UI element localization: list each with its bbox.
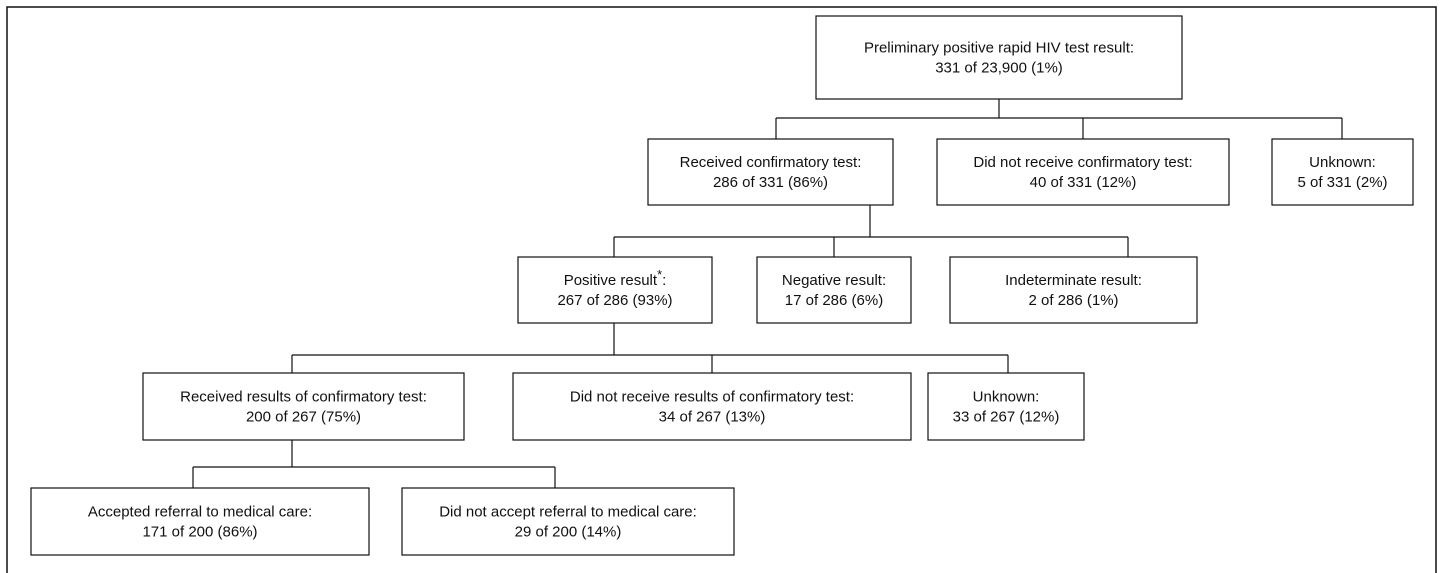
node-box	[30, 487, 370, 556]
title-text: Positive result	[564, 272, 658, 289]
node-title: Preliminary positive rapid HIV test resu…	[864, 40, 1134, 57]
node-title: Indeterminate result:	[1005, 272, 1142, 289]
node-detail: 200 of 267 (75%)	[246, 409, 361, 426]
node-detail: 40 of 331 (12%)	[1030, 174, 1137, 191]
node-box	[1271, 138, 1414, 206]
node: Did not receive results of confirmatory …	[512, 372, 912, 441]
node: Received results of confirmatory test: 20…	[142, 372, 465, 441]
node-box	[949, 256, 1198, 324]
title-text: Received results of confirmatory test:	[180, 389, 427, 406]
node-title: Unknown:	[1309, 154, 1376, 171]
node: Positive result*: 267 of 286 (93%)	[517, 256, 713, 324]
node: Indeterminate result: 2 of 286 (1%)	[949, 256, 1198, 324]
node-box	[647, 138, 894, 206]
node-box	[756, 256, 912, 324]
connector	[192, 440, 556, 488]
node-title: Received confirmatory test:	[680, 154, 862, 171]
node-detail: 286 of 331 (86%)	[713, 174, 828, 191]
title-text: Did not accept referral to medical care:	[439, 504, 697, 521]
node-title: Accepted referral to medical care:	[88, 504, 312, 521]
node: Negative result: 17 of 286 (6%)	[756, 256, 912, 324]
node-title: Did not receive confirmatory test:	[973, 154, 1192, 171]
title-text: Indeterminate result:	[1005, 272, 1142, 289]
node-box	[401, 487, 735, 556]
node-box	[512, 372, 912, 441]
node-detail: 331 of 23,900 (1%)	[935, 60, 1063, 77]
node-detail: 29 of 200 (14%)	[515, 524, 622, 541]
node-title: Unknown:	[973, 389, 1040, 406]
node-title: Negative result:	[782, 272, 886, 289]
title-text: Did not receive confirmatory test:	[973, 154, 1192, 171]
node-box	[815, 15, 1183, 100]
node-box	[927, 372, 1085, 441]
node: Unknown: 33 of 267 (12%)	[927, 372, 1085, 441]
node: Did not accept referral to medical care:…	[401, 487, 735, 556]
connector	[775, 99, 1343, 139]
title-text: Unknown:	[1309, 154, 1376, 171]
node-title: Received results of confirmatory test:	[180, 389, 427, 406]
node: Received confirmatory test: 286 of 331 (8…	[647, 138, 894, 206]
connectors	[192, 99, 1343, 488]
node-box	[517, 256, 713, 324]
node-detail: 267 of 286 (93%)	[557, 292, 672, 309]
frame	[6, 6, 1437, 573]
title-text: Preliminary positive rapid HIV test resu…	[864, 40, 1134, 57]
node-detail: 17 of 286 (6%)	[785, 292, 883, 309]
title-text: Negative result:	[782, 272, 886, 289]
title-text: Received confirmatory test:	[680, 154, 862, 171]
connector	[613, 205, 1129, 257]
node-detail: 171 of 200 (86%)	[142, 524, 257, 541]
title-text: Did not receive results of confirmatory …	[570, 389, 854, 406]
node-title: Did not accept referral to medical care:	[439, 504, 697, 521]
title-text: Unknown:	[973, 389, 1040, 406]
node-title: Positive result*:	[564, 267, 667, 289]
footnote-marker: *	[657, 267, 662, 282]
node-detail: 34 of 267 (13%)	[659, 409, 766, 426]
connector	[291, 323, 1009, 373]
node-box	[142, 372, 465, 441]
node: Did not receive confirmatory test: 40 of …	[936, 138, 1230, 206]
node-title: Did not receive results of confirmatory …	[570, 389, 854, 406]
title-end: :	[662, 272, 666, 289]
node-box	[936, 138, 1230, 206]
node: Unknown: 5 of 331 (2%)	[1271, 138, 1414, 206]
node: Accepted referral to medical care: 171 of…	[30, 487, 370, 556]
node: Preliminary positive rapid HIV test resu…	[815, 15, 1183, 100]
node-detail: 2 of 286 (1%)	[1028, 292, 1118, 309]
node-detail: 33 of 267 (12%)	[953, 409, 1060, 426]
node-detail: 5 of 331 (2%)	[1297, 174, 1387, 191]
title-text: Accepted referral to medical care:	[88, 504, 312, 521]
